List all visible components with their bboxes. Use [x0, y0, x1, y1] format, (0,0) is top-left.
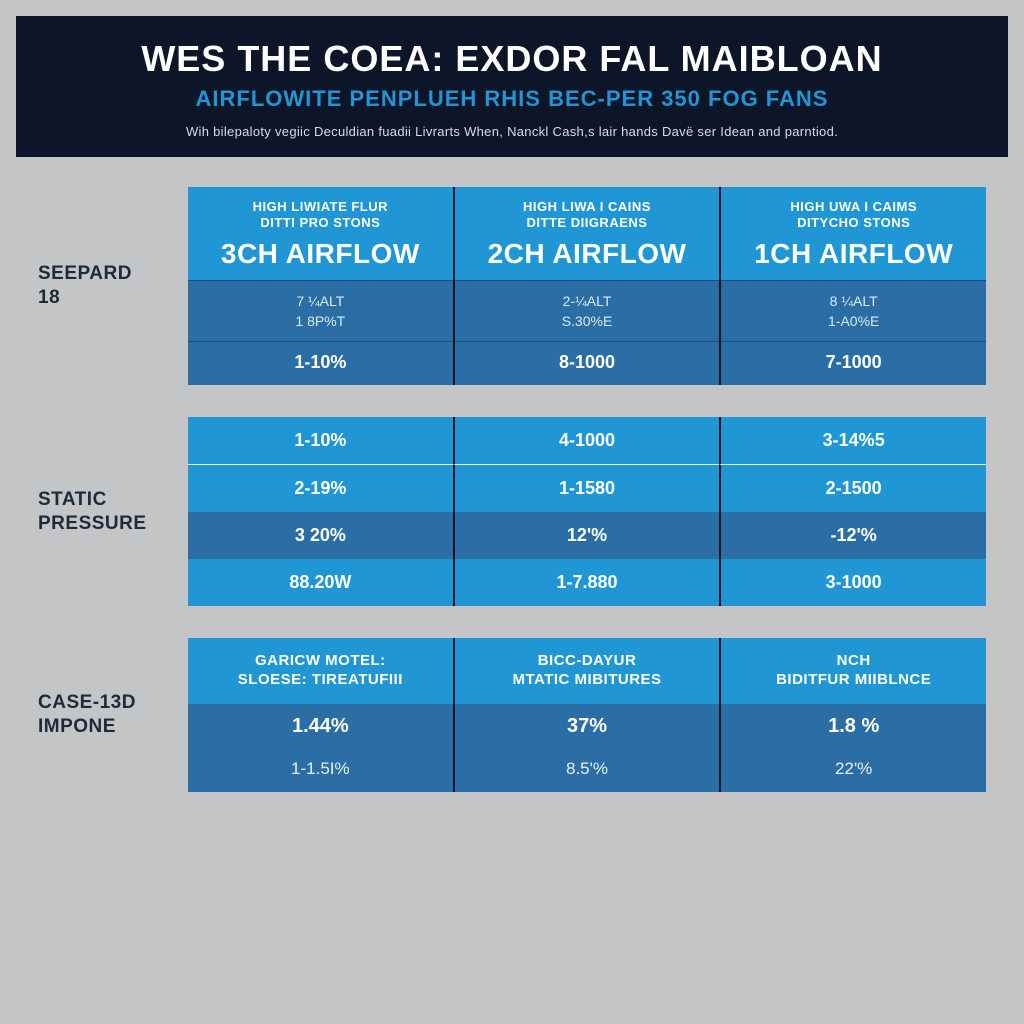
row-label-text: PRESSURE — [38, 512, 178, 536]
table-cell: -12'% — [719, 512, 986, 559]
col-header: HIGH LIWA I CAINS DITTE DIIGRAENS 2CH AI… — [455, 187, 720, 280]
metric-value: 1-1.5I% — [188, 749, 453, 792]
case-col-1: GARICW MOTEL: SLOESE: TIREATUFIII 1.44% … — [188, 638, 453, 792]
col-eyebrow: HIGH UWA I CAIMS — [729, 199, 978, 215]
page-subtitle: AIRFLOWITE PENPLUEH RHIS BEC-PER 350 FOG… — [56, 86, 968, 112]
table-row: 88.20W 1-7.880 3-1000 — [188, 559, 986, 606]
row-label-airflow: SEEPARD 18 — [38, 187, 188, 385]
section-static-pressure: STATIC PRESSURE 1-10% 4-1000 3-14%5 2-19… — [38, 417, 986, 606]
row-label-text: CASE-13D — [38, 691, 178, 715]
table-cell: 2-19% — [188, 465, 453, 512]
table-row: 1-10% 4-1000 3-14%5 — [188, 417, 986, 465]
row-label-text: SEEPARD — [38, 262, 178, 286]
page-title: WES THE COEA: EXDOR FAL MAIBLOAN — [56, 38, 968, 80]
row-label-text: STATIC — [38, 488, 178, 512]
col-footer: 8-1000 — [455, 341, 720, 385]
metric-value: 2-¼ALT — [459, 291, 716, 311]
metric-value: 1 8P%T — [192, 311, 449, 331]
metric-value: S.30%E — [459, 311, 716, 331]
col-header-line: SLOESE: TIREATUFIII — [196, 671, 445, 690]
case-col-2: BICC-DAYUR MTATIC MIBITURES 37% 8.5'% — [453, 638, 720, 792]
col-footer: 7-1000 — [721, 341, 986, 385]
panel-airflow: HIGH LIWIATE FLUR DITTI PRO STONS 3CH AI… — [188, 187, 986, 385]
table-cell: 4-1000 — [453, 417, 720, 465]
row-label-text: 18 — [38, 286, 178, 310]
page-tagline: Wih bilepaloty vegiic Deculdian fuadii L… — [56, 124, 968, 139]
col-metrics: 8 ¼ALT 1-A0%E — [721, 280, 986, 342]
table-cell: 1-7.880 — [453, 559, 720, 606]
body: SEEPARD 18 HIGH LIWIATE FLUR DITTI PRO S… — [16, 157, 1008, 834]
metric-value: 22'% — [721, 749, 986, 792]
col-header: GARICW MOTEL: SLOESE: TIREATUFIII — [188, 638, 453, 704]
col-header-line: GARICW MOTEL: — [196, 652, 445, 671]
col-eyebrow: HIGH LIWIATE FLUR — [196, 199, 445, 215]
col-title: 2CH AIRFLOW — [463, 238, 712, 270]
table-cell: 3-1000 — [719, 559, 986, 606]
col-header: BICC-DAYUR MTATIC MIBITURES — [455, 638, 720, 704]
col-title: 3CH AIRFLOW — [196, 238, 445, 270]
col-eyebrow: DITTI PRO STONS — [196, 215, 445, 231]
col-header-line: BIDITFUR MIIBLNCE — [729, 671, 978, 690]
table-row: 3 20% 12'% -12'% — [188, 512, 986, 559]
col-header-line: MTATIC MIBITURES — [463, 671, 712, 690]
case-col-3: NCH BIDITFUR MIIBLNCE 1.8 % 22'% — [719, 638, 986, 792]
metric-value: 8 ¼ALT — [725, 291, 982, 311]
row-label-text: IMPONE — [38, 715, 178, 739]
table-row: 2-19% 1-1580 2-1500 — [188, 465, 986, 512]
col-header-line: BICC-DAYUR — [463, 652, 712, 671]
airflow-col-3: HIGH UWA I CAIMS DITYCHO STONS 1CH AIRFL… — [719, 187, 986, 385]
panel-case: GARICW MOTEL: SLOESE: TIREATUFIII 1.44% … — [188, 638, 986, 792]
metric-value: 1-A0%E — [725, 311, 982, 331]
row-label-static: STATIC PRESSURE — [38, 417, 188, 606]
col-metrics: 7 ¼ALT 1 8P%T — [188, 280, 453, 342]
row-label-case: CASE-13D IMPONE — [38, 638, 188, 792]
table-cell: 3 20% — [188, 512, 453, 559]
col-title: 1CH AIRFLOW — [729, 238, 978, 270]
metric-value: 37% — [455, 704, 720, 749]
header: WES THE COEA: EXDOR FAL MAIBLOAN AIRFLOW… — [16, 16, 1008, 157]
section-airflow: SEEPARD 18 HIGH LIWIATE FLUR DITTI PRO S… — [38, 187, 986, 385]
page: WES THE COEA: EXDOR FAL MAIBLOAN AIRFLOW… — [0, 0, 1024, 1024]
metric-value: 1.44% — [188, 704, 453, 749]
metric-value: 7 ¼ALT — [192, 291, 449, 311]
table-cell: 1-1580 — [453, 465, 720, 512]
col-header: NCH BIDITFUR MIIBLNCE — [721, 638, 986, 704]
table-cell: 2-1500 — [719, 465, 986, 512]
table-cell: 3-14%5 — [719, 417, 986, 465]
airflow-col-2: HIGH LIWA I CAINS DITTE DIIGRAENS 2CH AI… — [453, 187, 720, 385]
table-cell: 88.20W — [188, 559, 453, 606]
table-cell: 12'% — [453, 512, 720, 559]
col-metrics: 2-¼ALT S.30%E — [455, 280, 720, 342]
col-eyebrow: HIGH LIWA I CAINS — [463, 199, 712, 215]
col-eyebrow: DITYCHO STONS — [729, 215, 978, 231]
metric-value: 1.8 % — [721, 704, 986, 749]
col-header: HIGH LIWIATE FLUR DITTI PRO STONS 3CH AI… — [188, 187, 453, 280]
table-cell: 1-10% — [188, 417, 453, 465]
col-header: HIGH UWA I CAIMS DITYCHO STONS 1CH AIRFL… — [721, 187, 986, 280]
metric-value: 8.5'% — [455, 749, 720, 792]
col-eyebrow: DITTE DIIGRAENS — [463, 215, 712, 231]
col-footer: 1-10% — [188, 341, 453, 385]
section-case: CASE-13D IMPONE GARICW MOTEL: SLOESE: TI… — [38, 638, 986, 792]
airflow-col-1: HIGH LIWIATE FLUR DITTI PRO STONS 3CH AI… — [188, 187, 453, 385]
col-header-line: NCH — [729, 652, 978, 671]
panel-static: 1-10% 4-1000 3-14%5 2-19% 1-1580 2-1500 … — [188, 417, 986, 606]
